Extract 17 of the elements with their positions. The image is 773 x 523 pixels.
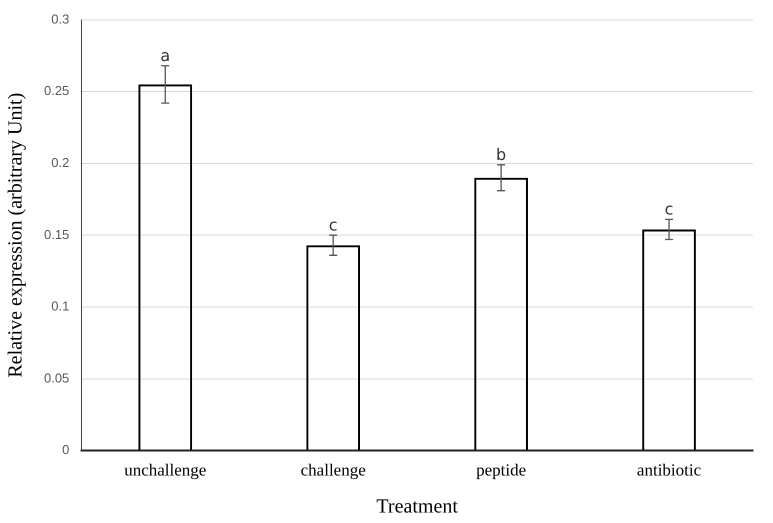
annotation: c bbox=[328, 215, 338, 234]
y-tick-label: 0 bbox=[62, 442, 70, 458]
annotation: c bbox=[664, 200, 674, 219]
annotation: a bbox=[160, 46, 170, 65]
y-tick-label: 0.1 bbox=[51, 298, 70, 314]
annotation: b bbox=[496, 144, 506, 164]
y-tick-label: 0.25 bbox=[44, 83, 70, 98]
x-tick-label: peptide bbox=[476, 460, 526, 480]
x-tick-label: antibiotic bbox=[636, 460, 702, 480]
y-tick-label: 0.05 bbox=[44, 370, 70, 386]
x-tick-label: challenge bbox=[300, 460, 366, 480]
x-axis-title: Treatment bbox=[376, 495, 458, 518]
y-tick-label: 0.2 bbox=[51, 154, 70, 170]
x-tick-label: unchallenge bbox=[124, 460, 206, 480]
y-axis-title: Relative expression (arbitrary Unit) bbox=[4, 92, 26, 378]
y-tick-label: 0.15 bbox=[44, 226, 70, 242]
y-tick-label: 0.3 bbox=[51, 11, 70, 26]
